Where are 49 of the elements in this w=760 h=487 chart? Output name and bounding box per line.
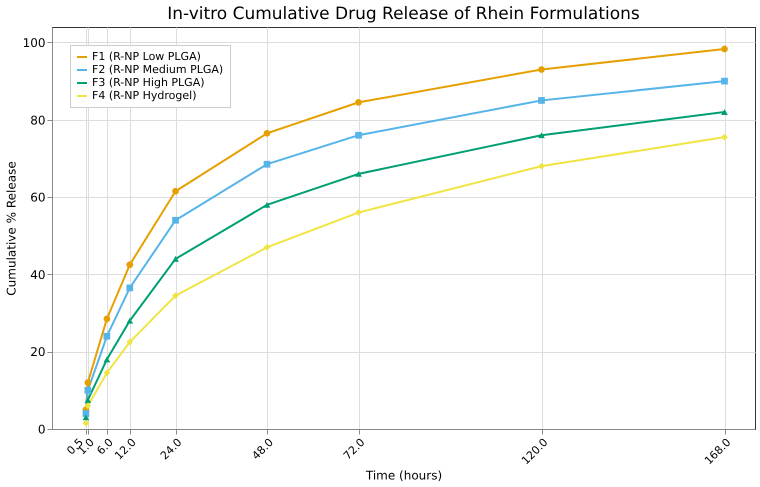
point: [355, 132, 362, 139]
point: [126, 261, 134, 268]
x-tick-label: 6.0: [94, 436, 116, 458]
point: [721, 78, 728, 84]
point: [82, 420, 90, 427]
point: [172, 216, 179, 224]
point: [538, 97, 545, 104]
point: [538, 162, 545, 170]
y-tick-label: 0: [38, 422, 46, 436]
point: [264, 160, 270, 168]
legend-label: F2 (R-NP Medium PLGA): [92, 63, 224, 76]
y-tick-label: 40: [30, 268, 46, 282]
y-tick-label: 60: [30, 190, 46, 205]
legend-label: F3 (R-NP High PLGA): [92, 76, 205, 89]
point: [84, 379, 92, 386]
point: [264, 202, 270, 208]
y-tick-label: 20: [30, 345, 46, 360]
point: [264, 244, 270, 251]
y-tick-label: 100: [22, 36, 46, 50]
point: [172, 256, 179, 262]
point: [104, 370, 110, 376]
point: [538, 66, 545, 73]
point: [104, 332, 110, 340]
point: [721, 134, 728, 141]
point: [126, 284, 134, 292]
point: [264, 130, 270, 137]
point: [82, 414, 90, 420]
point: [126, 338, 134, 346]
point: [721, 46, 728, 52]
point: [82, 410, 90, 417]
point: [104, 315, 110, 322]
point: [84, 397, 92, 403]
point: [126, 318, 134, 324]
point: [172, 292, 179, 299]
point: [355, 99, 362, 106]
x-axis-title: Time (hours): [364, 468, 442, 483]
point: [84, 386, 92, 394]
y-axis-title: Cumulative % Release: [4, 161, 19, 296]
point: [538, 132, 545, 138]
point: [84, 402, 92, 410]
point: [721, 109, 728, 115]
point: [172, 188, 179, 195]
point: [355, 209, 362, 216]
legend-label: F1 (R-NP Low PLGA): [92, 50, 201, 63]
point: [355, 170, 362, 177]
point: [104, 356, 110, 362]
chart-title: In-vitro Cumulative Drug Release of Rhein Formulations: [167, 4, 640, 24]
y-tick-label: 80: [30, 113, 46, 128]
legend-label: F4 (R-NP Hydrogel): [92, 89, 197, 102]
